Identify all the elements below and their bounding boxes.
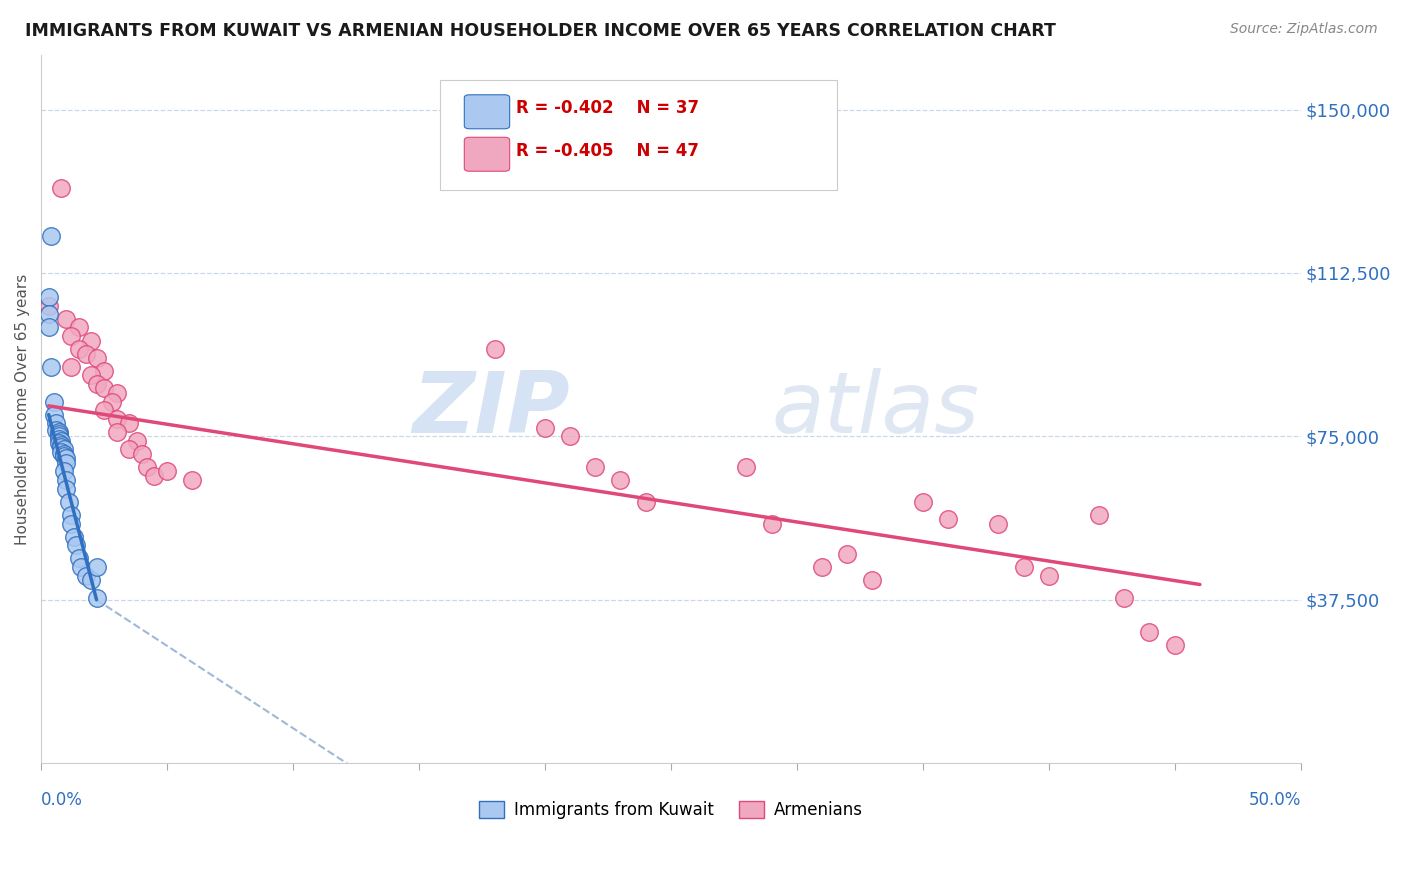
Point — [48, 425, 70, 439]
Point — [534, 420, 557, 434]
Point — [911, 494, 934, 508]
Point — [1114, 591, 1136, 605]
Point — [80, 334, 103, 348]
Point — [58, 494, 80, 508]
Point — [105, 385, 128, 400]
Point — [860, 573, 883, 587]
Point — [55, 451, 77, 466]
Point — [48, 432, 70, 446]
FancyBboxPatch shape — [464, 95, 509, 128]
Point — [51, 434, 73, 448]
Point — [1088, 508, 1111, 522]
Point — [634, 494, 657, 508]
Point — [75, 568, 97, 582]
Point — [811, 560, 834, 574]
Point — [48, 429, 70, 443]
Point — [1012, 560, 1035, 574]
Point — [86, 560, 108, 574]
Point — [51, 440, 73, 454]
Text: R = -0.405    N = 47: R = -0.405 N = 47 — [516, 142, 699, 160]
Text: atlas: atlas — [772, 368, 980, 450]
Point — [1038, 568, 1060, 582]
Point — [558, 429, 581, 443]
Point — [67, 320, 90, 334]
Point — [51, 181, 73, 195]
Point — [52, 442, 75, 457]
Point — [45, 417, 67, 431]
Point — [156, 464, 179, 478]
Point — [39, 359, 62, 374]
Point — [735, 459, 758, 474]
Legend: Immigrants from Kuwait, Armenians: Immigrants from Kuwait, Armenians — [472, 794, 869, 826]
Point — [55, 482, 77, 496]
Point — [52, 447, 75, 461]
Point — [181, 473, 204, 487]
Point — [1163, 639, 1185, 653]
Point — [51, 438, 73, 452]
Point — [65, 538, 87, 552]
Point — [583, 459, 606, 474]
Point — [1139, 625, 1161, 640]
Point — [51, 444, 73, 458]
Point — [761, 516, 783, 531]
Point — [38, 307, 60, 321]
Point — [105, 425, 128, 439]
Point — [118, 442, 141, 457]
Point — [67, 343, 90, 357]
Point — [52, 449, 75, 463]
Point — [86, 351, 108, 365]
Text: IMMIGRANTS FROM KUWAIT VS ARMENIAN HOUSEHOLDER INCOME OVER 65 YEARS CORRELATION : IMMIGRANTS FROM KUWAIT VS ARMENIAN HOUSE… — [25, 22, 1056, 40]
Point — [93, 364, 115, 378]
Point — [86, 377, 108, 392]
Point — [67, 551, 90, 566]
Point — [118, 417, 141, 431]
Point — [55, 456, 77, 470]
Point — [93, 403, 115, 417]
Y-axis label: Householder Income Over 65 years: Householder Income Over 65 years — [15, 274, 30, 545]
Point — [131, 447, 153, 461]
Point — [55, 473, 77, 487]
Point — [48, 436, 70, 450]
Point — [38, 290, 60, 304]
Point — [75, 346, 97, 360]
FancyBboxPatch shape — [440, 80, 837, 190]
Point — [143, 468, 166, 483]
Point — [45, 423, 67, 437]
Point — [55, 311, 77, 326]
Point — [125, 434, 148, 448]
Point — [86, 591, 108, 605]
Point — [80, 573, 103, 587]
Point — [60, 359, 83, 374]
Point — [42, 408, 65, 422]
Point — [70, 560, 93, 574]
Point — [60, 516, 83, 531]
Point — [105, 412, 128, 426]
Point — [38, 299, 60, 313]
Point — [80, 368, 103, 383]
Point — [93, 381, 115, 395]
Text: R = -0.402    N = 37: R = -0.402 N = 37 — [516, 99, 699, 117]
Point — [60, 329, 83, 343]
Point — [987, 516, 1010, 531]
Point — [38, 320, 60, 334]
Point — [936, 512, 959, 526]
Point — [48, 427, 70, 442]
Text: 50.0%: 50.0% — [1249, 791, 1301, 809]
Point — [39, 229, 62, 244]
Text: ZIP: ZIP — [412, 368, 569, 450]
Point — [135, 459, 157, 474]
Point — [42, 394, 65, 409]
Point — [484, 343, 506, 357]
FancyBboxPatch shape — [464, 137, 509, 171]
Point — [609, 473, 631, 487]
Text: Source: ZipAtlas.com: Source: ZipAtlas.com — [1230, 22, 1378, 37]
Point — [60, 508, 83, 522]
Point — [100, 394, 122, 409]
Point — [63, 530, 86, 544]
Point — [837, 547, 859, 561]
Point — [52, 464, 75, 478]
Text: 0.0%: 0.0% — [41, 791, 83, 809]
